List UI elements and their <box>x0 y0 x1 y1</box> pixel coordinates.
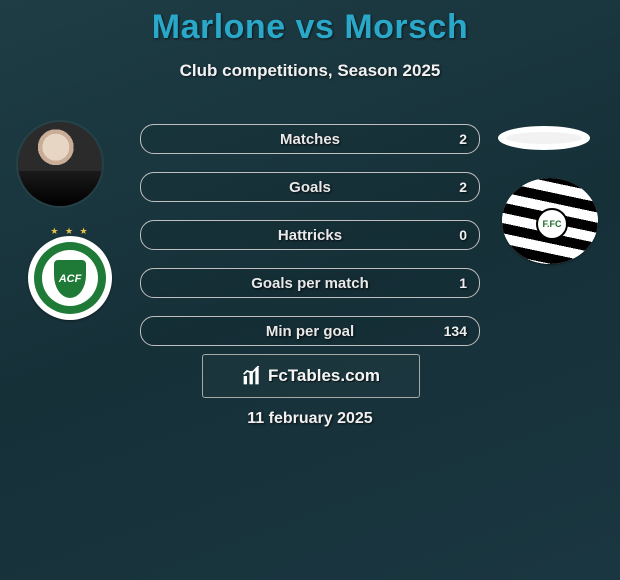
bar-chart-icon <box>242 366 262 386</box>
stat-row: Min per goal 134 <box>140 316 480 346</box>
stat-right-value: 1 <box>459 269 467 297</box>
page-title: Marlone vs Morsch <box>0 0 620 47</box>
stat-label: Hattricks <box>278 227 342 244</box>
footer-date: 11 february 2025 <box>0 410 620 428</box>
stars-icon: ★ ★ ★ <box>28 226 112 237</box>
stat-row: Matches 2 <box>140 124 480 154</box>
stat-row: Goals 2 <box>140 172 480 202</box>
stat-label: Min per goal <box>266 323 354 340</box>
stat-right-value: 2 <box>459 173 467 201</box>
stats-block: Matches 2 Goals 2 Hattricks 0 Goals per … <box>140 124 480 364</box>
comparison-card: Marlone vs Morsch Club competitions, Sea… <box>0 0 620 580</box>
stat-right-value: 134 <box>444 317 467 345</box>
stat-label: Goals per match <box>251 275 369 292</box>
stat-label: Goals <box>289 179 331 196</box>
club-left-badge: ★ ★ ★ ACF <box>28 236 112 320</box>
stat-right-value: 0 <box>459 221 467 249</box>
stat-label: Matches <box>280 131 340 148</box>
stat-right-value: 2 <box>459 125 467 153</box>
stat-row: Hattricks 0 <box>140 220 480 250</box>
player-right-photo-placeholder <box>498 126 590 150</box>
club-right-badge: F.FC <box>502 178 598 264</box>
club-right-initials: F.FC <box>536 208 568 240</box>
stat-row: Goals per match 1 <box>140 268 480 298</box>
branding-box[interactable]: FcTables.com <box>202 354 420 398</box>
page-subtitle: Club competitions, Season 2025 <box>0 61 620 81</box>
player-left-photo <box>18 122 102 206</box>
branding-text: FcTables.com <box>268 366 380 386</box>
